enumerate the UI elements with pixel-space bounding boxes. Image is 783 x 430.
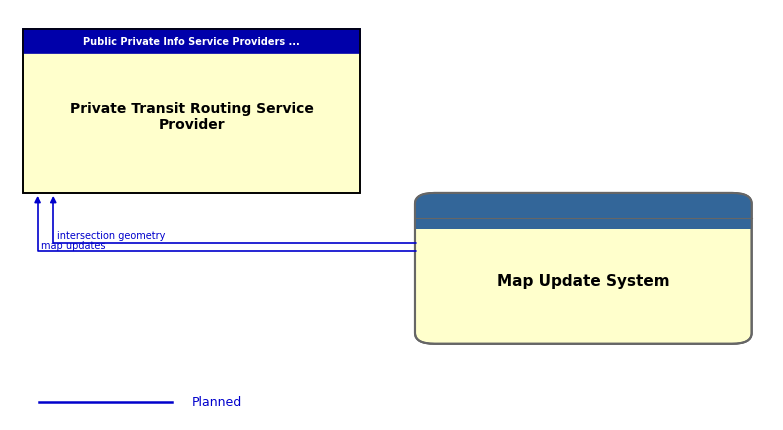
Bar: [23, 30, 360, 194]
Text: intersection geometry: intersection geometry: [57, 231, 165, 241]
Text: Planned: Planned: [192, 396, 242, 408]
Text: map updates: map updates: [41, 240, 106, 250]
FancyBboxPatch shape: [415, 194, 752, 344]
Text: Public Private Info Service Providers ...: Public Private Info Service Providers ..…: [84, 37, 300, 47]
Bar: [415, 218, 752, 229]
FancyBboxPatch shape: [415, 194, 752, 229]
Bar: [23, 30, 360, 54]
Text: Map Update System: Map Update System: [497, 274, 669, 289]
Text: Private Transit Routing Service
Provider: Private Transit Routing Service Provider: [70, 101, 314, 132]
Bar: [23, 30, 360, 194]
